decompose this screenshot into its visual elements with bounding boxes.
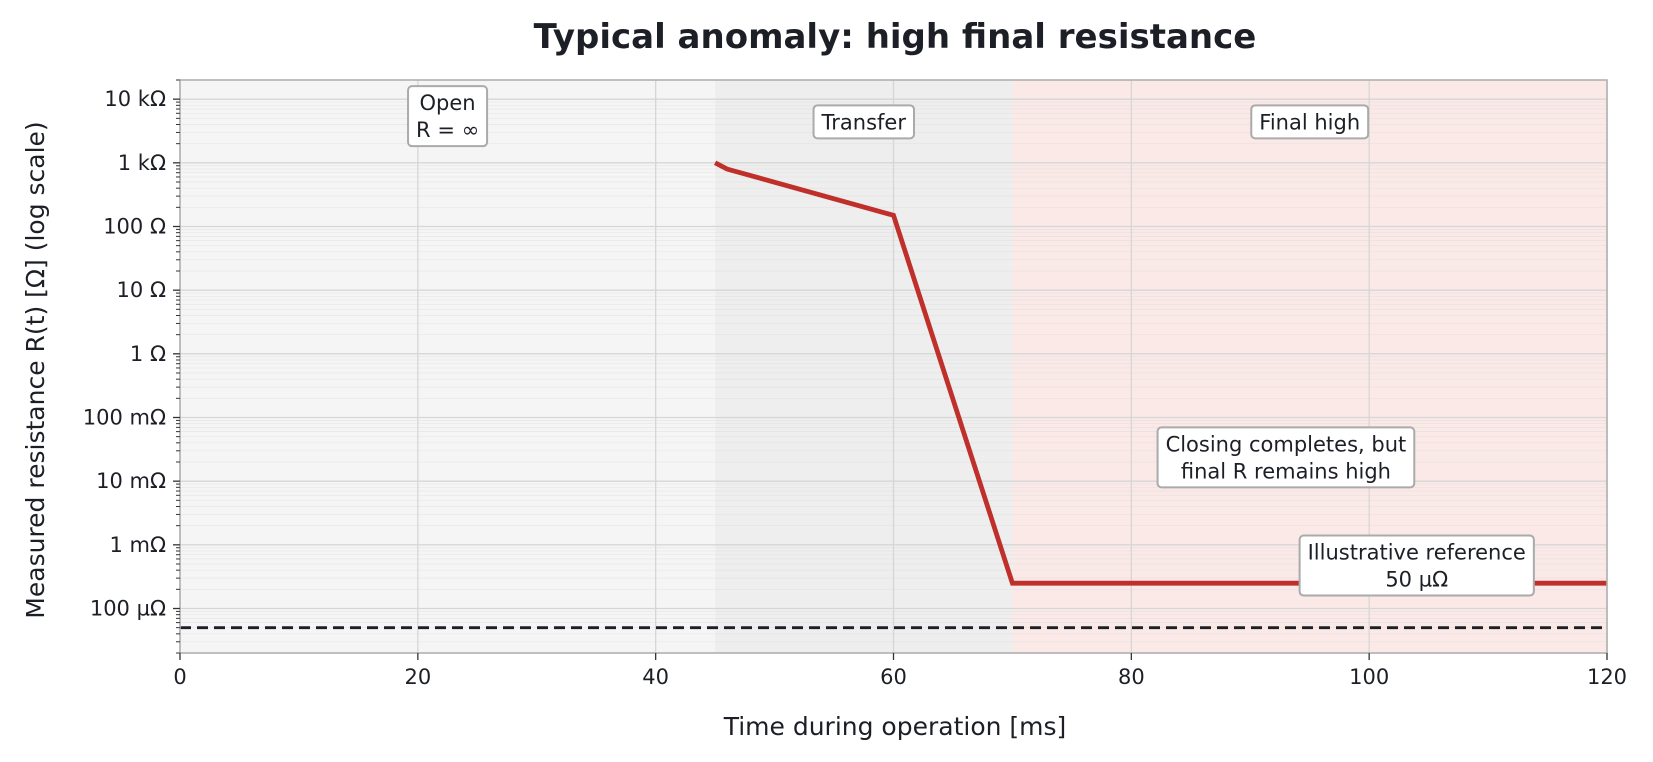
annotation-box	[1156, 426, 1416, 489]
annotation-text: R = ∞	[416, 118, 479, 142]
annotation-open: Open R = ∞	[407, 85, 489, 148]
x-ticks: 0 20 40 60 80 100 120	[173, 653, 1627, 689]
annotation-text: Open	[420, 91, 476, 115]
annotation-text: Illustrative reference	[1308, 541, 1526, 565]
annotation-text: 50 µΩ	[1385, 568, 1448, 592]
region-band-0	[180, 80, 716, 653]
y-axis-label: Measured resistance R(t) [Ω] (log scale)	[21, 121, 50, 618]
chart-title: Typical anomaly: high final resistance	[534, 17, 1257, 57]
series-line-0	[713, 160, 1607, 586]
y-ticks: 100 µΩ 1 mΩ 10 mΩ 100 mΩ 1 Ω 10 Ω 100 Ω 1 kΩ 10 …	[83, 79, 180, 654]
annotation-text: final R remains high	[1181, 459, 1391, 483]
annotation-text: Final high	[1259, 110, 1360, 134]
y-tick-label: 1 mΩ	[109, 533, 166, 557]
x-tick-label: 60	[880, 665, 907, 689]
annotation-box	[812, 104, 915, 140]
annotation-text: Closing completes, but	[1166, 432, 1407, 456]
annotation-box	[1250, 104, 1370, 140]
y-tick-label: 100 µΩ	[90, 596, 166, 620]
annotation-box	[407, 85, 489, 148]
annotation-final-high: Final high	[1250, 104, 1370, 140]
y-tick-label: 100 Ω	[103, 214, 166, 238]
x-tick-label: 100	[1349, 665, 1389, 689]
annotation-text: Transfer	[821, 110, 907, 134]
y-tick-label: 10 Ω	[117, 278, 166, 302]
annotation-reference: Illustrative reference 50 µΩ	[1298, 534, 1535, 597]
x-axis-label: Time during operation [ms]	[723, 712, 1067, 741]
annotation-transfer: Transfer	[812, 104, 915, 140]
y-tick-label: 10 kΩ	[104, 87, 166, 111]
annotation-box	[1298, 534, 1535, 597]
y-tick-label: 100 mΩ	[83, 405, 166, 429]
annotation-layer: Open R = ∞ Transfer Final high Closing compl…	[407, 85, 1535, 597]
x-tick-label: 80	[1118, 665, 1145, 689]
x-tick-label: 40	[642, 665, 669, 689]
x-tick-label: 0	[173, 665, 186, 689]
y-tick-label: 10 mΩ	[96, 469, 166, 493]
y-tick-label: 1 Ω	[130, 342, 166, 366]
y-tick-label: 1 kΩ	[118, 151, 166, 175]
region-band-1	[715, 80, 1013, 653]
annotation-closing: Closing completes, but final R remains hi…	[1156, 426, 1416, 489]
x-tick-label: 120	[1587, 665, 1627, 689]
x-tick-label: 20	[404, 665, 431, 689]
series-layer	[713, 160, 1607, 586]
